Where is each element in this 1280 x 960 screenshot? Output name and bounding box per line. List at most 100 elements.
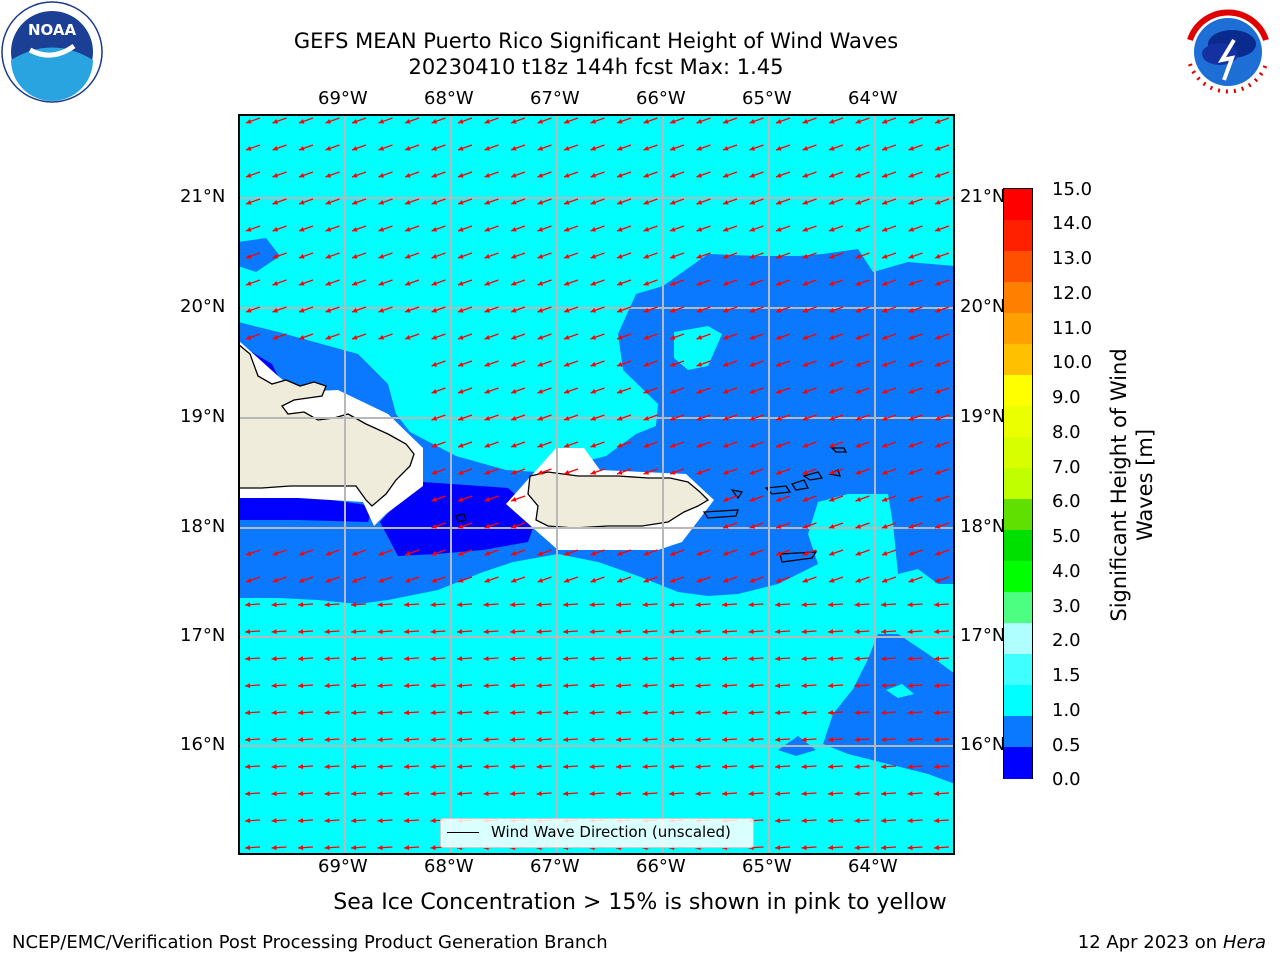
lat-label-left-19n: 19°N [180, 406, 226, 427]
wave-arrow-head [590, 550, 597, 556]
wave-arrow-head [907, 683, 913, 689]
wave-arrow-head [324, 791, 330, 797]
colorbar-tick-4.0: 4.0 [1052, 561, 1081, 582]
wave-arrow-head [670, 118, 676, 124]
wave-arrow-head [854, 629, 860, 635]
colorbar-tick-3.0: 3.0 [1052, 596, 1081, 617]
wave-arrow-head [404, 845, 410, 851]
wave-arrow-head [855, 280, 862, 286]
wave-arrow-head [246, 307, 252, 313]
wave-arrow-head [934, 791, 940, 797]
wave-arrow-head [907, 791, 913, 797]
wave-arrow-head [776, 388, 782, 394]
wave-arrow-head [537, 577, 544, 583]
wave-arrow-head [643, 415, 650, 421]
wave-arrow-head [669, 629, 675, 635]
wave-arrow-head [802, 496, 809, 502]
wave-arrow-head [935, 334, 941, 340]
wave-arrow-head [723, 253, 729, 259]
wave-arrow-head [669, 683, 675, 689]
wave-arrow-head [696, 199, 703, 205]
wave-arrow-head [616, 683, 622, 689]
colorbar-band [1004, 592, 1032, 625]
wave-arrow-head [802, 415, 809, 421]
wave-arrow-head [352, 226, 358, 232]
wave-arrow-head [696, 226, 703, 232]
wave-arrow-head [802, 577, 809, 583]
wave-arrow-head [775, 683, 781, 689]
colorbar-tick-1.5: 1.5 [1052, 665, 1081, 686]
legend-label: Wind Wave Direction (unscaled) [491, 823, 731, 841]
wave-arrow-head [723, 415, 729, 421]
wave-arrow-head [643, 118, 650, 124]
wave-arrow-head [723, 469, 729, 475]
wave-arrow-head [510, 656, 516, 662]
wave-arrow-head [829, 307, 835, 313]
wave-arrow-head [431, 415, 438, 421]
wave-arrow-head [696, 361, 703, 367]
wave-arrow-head [854, 656, 860, 662]
colorbar-tick-8.0: 8.0 [1052, 422, 1081, 443]
wave-arrow-head [749, 145, 756, 151]
wave-arrow-head [748, 791, 754, 797]
wave-arrow-head [563, 710, 569, 716]
wave-arrow-head [246, 172, 252, 178]
wave-arrow-head [935, 172, 941, 178]
wave-arrow-head [378, 577, 385, 583]
wave-arrow-head [934, 818, 940, 824]
wave-arrow-head [378, 253, 385, 259]
lon-label-top-68w: 68°W [424, 88, 474, 109]
wave-arrow-head [272, 280, 279, 286]
wave-arrow-head [670, 415, 676, 421]
map-legend: Wind Wave Direction (unscaled) [440, 818, 754, 848]
wave-arrow-head [748, 656, 754, 662]
wave-arrow-head [775, 845, 781, 851]
wave-arrow-head [881, 845, 887, 851]
wave-arrow-head [882, 172, 888, 178]
wave-arrow-head [458, 577, 464, 583]
wave-arrow-head [881, 764, 887, 770]
wave-arrow-head [722, 683, 728, 689]
wave-arrow-head [829, 550, 835, 556]
wave-arrow-head [510, 602, 516, 608]
wave-arrow-head [246, 577, 252, 583]
wave-arrow-head [351, 602, 357, 608]
wave-arrow-head [563, 737, 569, 743]
wave-arrow-head [511, 469, 517, 475]
wave-arrow-head [536, 791, 542, 797]
wave-arrow-head [935, 145, 941, 151]
wave-arrow-head [669, 737, 675, 743]
wave-arrow-head [935, 361, 941, 367]
wave-arrow-head [511, 226, 517, 232]
wave-arrow-head [431, 280, 438, 286]
wave-arrow-head [378, 334, 385, 340]
sea-ice-note: Sea Ice Concentration > 15% is shown in … [333, 890, 947, 915]
wave-arrow-head [696, 415, 703, 421]
wave-arrow-head [245, 602, 251, 608]
wave-arrow-head [908, 577, 915, 583]
wave-arrow-head [563, 656, 569, 662]
wave-arrow-head [828, 602, 834, 608]
wave-arrow-head [564, 172, 570, 178]
wave-arrow-head [829, 469, 835, 475]
wave-arrow-head [801, 764, 807, 770]
wave-arrow-head [352, 550, 358, 556]
wave-arrow-head [298, 737, 304, 743]
wave-arrow-head [882, 361, 888, 367]
wave-arrow-head [511, 280, 517, 286]
wave-arrow-head [537, 172, 544, 178]
land-mona-island [455, 513, 467, 523]
wave-arrow-head [483, 710, 489, 716]
wave-arrow-head [670, 145, 676, 151]
wave-arrow-head [377, 845, 383, 851]
wave-arrow-head [457, 710, 463, 716]
wave-arrow-head [405, 280, 411, 286]
wave-arrow-head [271, 602, 277, 608]
wave-arrow-head [855, 496, 862, 502]
wave-arrow-head [272, 253, 279, 259]
wave-arrow-head [776, 361, 782, 367]
wave-arrow-head [430, 629, 436, 635]
wave-arrow-head [245, 629, 251, 635]
wave-arrow-head [377, 629, 383, 635]
wave-arrow-head [511, 415, 517, 421]
